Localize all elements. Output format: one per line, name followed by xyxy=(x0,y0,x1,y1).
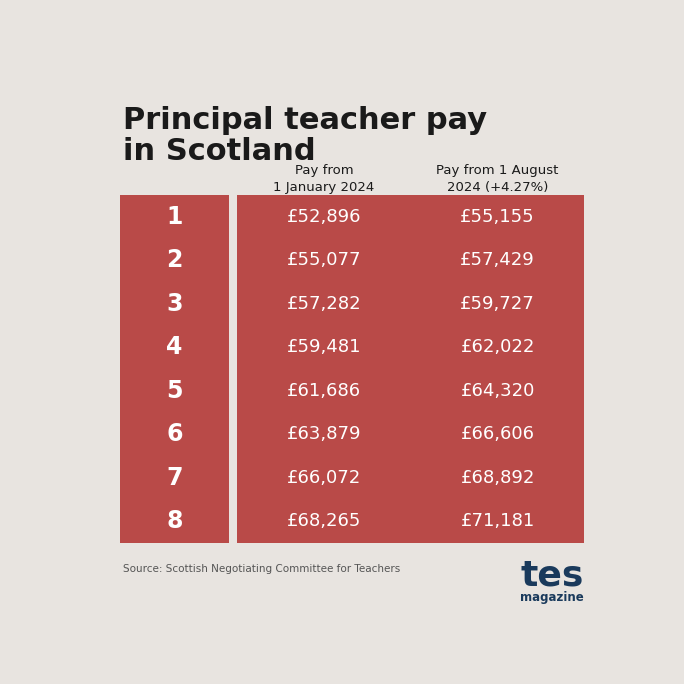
Text: Principal teacher pay: Principal teacher pay xyxy=(122,106,487,135)
Text: in Scotland: in Scotland xyxy=(122,137,315,166)
Text: 6: 6 xyxy=(166,422,183,446)
Text: £71,181: £71,181 xyxy=(460,512,535,530)
Text: £57,282: £57,282 xyxy=(287,295,361,313)
Text: 2: 2 xyxy=(166,248,183,272)
Bar xyxy=(120,196,228,543)
Text: 7: 7 xyxy=(166,466,183,490)
Text: £61,686: £61,686 xyxy=(287,382,361,400)
Text: 8: 8 xyxy=(166,509,183,534)
Text: tes: tes xyxy=(521,559,583,592)
Text: £55,155: £55,155 xyxy=(460,208,535,226)
Text: 4: 4 xyxy=(166,335,183,359)
Text: 3: 3 xyxy=(166,292,183,316)
Text: £52,896: £52,896 xyxy=(287,208,361,226)
Text: Pay from 1 August
2024 (+4.27%): Pay from 1 August 2024 (+4.27%) xyxy=(436,163,559,194)
Text: Source: Scottish Negotiating Committee for Teachers: Source: Scottish Negotiating Committee f… xyxy=(122,564,400,575)
Text: £68,265: £68,265 xyxy=(287,512,361,530)
Text: 1: 1 xyxy=(166,205,183,229)
Text: £59,727: £59,727 xyxy=(460,295,535,313)
Text: 5: 5 xyxy=(166,379,183,403)
Text: £62,022: £62,022 xyxy=(460,339,535,356)
Text: £68,892: £68,892 xyxy=(460,469,535,487)
Text: magazine: magazine xyxy=(520,591,584,604)
Text: £55,077: £55,077 xyxy=(287,252,361,269)
Text: £66,072: £66,072 xyxy=(287,469,361,487)
Text: Pay from
1 January 2024: Pay from 1 January 2024 xyxy=(274,163,375,194)
Text: £59,481: £59,481 xyxy=(287,339,361,356)
Text: £64,320: £64,320 xyxy=(460,382,535,400)
Text: £66,606: £66,606 xyxy=(460,425,535,443)
Bar xyxy=(237,196,583,543)
Text: £57,429: £57,429 xyxy=(460,252,535,269)
Text: £63,879: £63,879 xyxy=(287,425,361,443)
